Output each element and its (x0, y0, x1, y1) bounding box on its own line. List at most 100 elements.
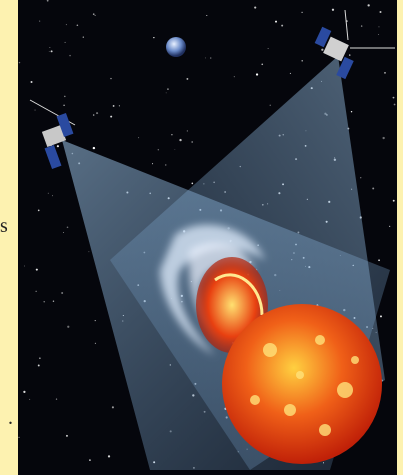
star (35, 268, 38, 271)
star (393, 103, 396, 106)
flare-loop (214, 273, 264, 316)
star (30, 81, 33, 84)
star (49, 46, 51, 48)
star (165, 164, 167, 166)
star (46, 0, 49, 2)
star (269, 104, 271, 106)
star (64, 95, 66, 98)
star (153, 36, 155, 39)
star (39, 20, 41, 22)
star (88, 251, 90, 253)
star (379, 315, 382, 318)
star (254, 6, 257, 9)
star (56, 145, 59, 148)
star (384, 72, 386, 74)
star (63, 231, 65, 233)
star (255, 73, 259, 76)
star (378, 259, 380, 262)
star (191, 182, 194, 185)
star (112, 105, 115, 107)
star (66, 434, 68, 437)
star (281, 24, 284, 27)
star (107, 455, 111, 458)
star (76, 24, 79, 27)
star (96, 112, 99, 115)
star (378, 26, 380, 28)
star (367, 4, 370, 7)
star (349, 54, 351, 56)
star (261, 63, 264, 66)
star (206, 15, 208, 17)
star (29, 398, 31, 400)
star (301, 60, 303, 62)
satellite-right (314, 9, 395, 80)
star (389, 225, 391, 228)
star (350, 111, 353, 113)
star (43, 301, 45, 303)
star (18, 436, 20, 438)
star (360, 25, 363, 27)
star (63, 104, 65, 106)
star (67, 325, 70, 328)
star (94, 14, 96, 16)
star (378, 33, 380, 36)
sun (222, 304, 382, 464)
star (186, 130, 188, 132)
star (47, 192, 49, 194)
star (64, 41, 66, 43)
star (167, 88, 169, 90)
star (331, 8, 335, 11)
star (138, 137, 140, 139)
star (186, 77, 189, 80)
star (39, 357, 41, 359)
star (210, 57, 212, 59)
star (267, 47, 269, 50)
star (92, 146, 96, 150)
star (66, 226, 69, 229)
star (34, 109, 36, 111)
star (372, 187, 375, 190)
star (171, 134, 173, 136)
star (94, 319, 96, 322)
star (48, 50, 50, 52)
star (289, 72, 291, 74)
star (37, 209, 40, 212)
star (35, 290, 37, 292)
star (382, 136, 385, 140)
star (118, 105, 120, 107)
sun-spots (250, 335, 359, 436)
star (392, 96, 395, 99)
star (52, 195, 53, 197)
star (191, 141, 193, 143)
star (165, 92, 167, 94)
star (50, 50, 53, 53)
star (233, 76, 235, 78)
star (82, 36, 84, 38)
star (55, 398, 58, 400)
star (275, 20, 277, 23)
star (52, 300, 55, 302)
star (24, 265, 25, 267)
star (157, 149, 160, 151)
star (92, 114, 95, 116)
satellite-left (29, 99, 76, 170)
earth (166, 37, 186, 57)
star (23, 390, 26, 394)
star (110, 115, 113, 118)
star (321, 48, 324, 51)
star (179, 138, 182, 142)
star (65, 24, 67, 26)
star (379, 10, 382, 13)
star (37, 364, 40, 367)
star (111, 406, 114, 409)
star (61, 291, 64, 294)
star (301, 11, 303, 13)
star (360, 177, 362, 179)
text-fragment: . (8, 407, 13, 429)
star (89, 459, 91, 462)
star (69, 54, 71, 57)
star (392, 199, 395, 202)
text-fragment: s (0, 215, 8, 237)
star (18, 61, 21, 64)
